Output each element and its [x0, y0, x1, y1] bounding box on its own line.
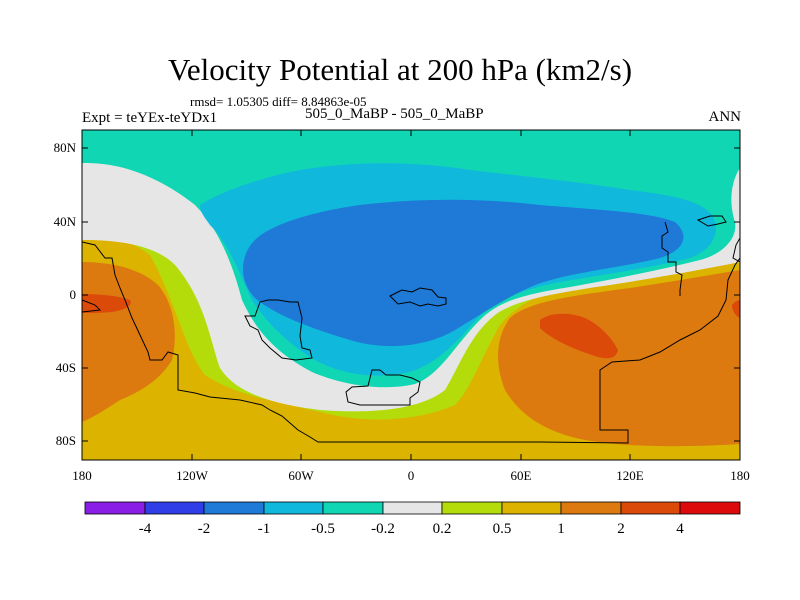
colorbar-box	[84, 501, 146, 515]
y-tick-label: 40S	[56, 360, 76, 375]
colorbar-label: 0.5	[493, 521, 512, 537]
y-tick-label: 40N	[54, 214, 77, 229]
x-tick-label: 120W	[176, 468, 209, 483]
coastline-west-edge	[82, 299, 102, 313]
x-tick-label: 60W	[288, 468, 314, 483]
contour-fill-red-west	[82, 294, 131, 313]
case-label: 505_0_MaBP - 505_0_MaBP	[305, 106, 484, 122]
coastline-japan	[696, 215, 727, 227]
experiment-label: Expt = teYEx-teYDx1	[82, 110, 218, 126]
x-tick-label: 180	[730, 468, 750, 483]
colorbar-label: -4	[139, 521, 152, 537]
colorbar-label: 0.2	[433, 521, 452, 537]
x-axis: 180 120W 60W 0 60E 120E 180	[72, 130, 750, 483]
colorbar-box	[144, 501, 205, 515]
x-tick-label: 120E	[616, 468, 644, 483]
x-tick-label: 0	[408, 468, 415, 483]
rmsd-diff-stats: rmsd= 1.05305 diff= 8.84863e-05	[190, 94, 367, 109]
contour-fill-dark-blue	[242, 199, 684, 347]
colorbar-box	[263, 501, 324, 515]
coastline-arabia	[389, 287, 447, 307]
coastline-east-edge	[732, 237, 740, 263]
coastlines	[82, 215, 740, 444]
coastline-south-america	[82, 241, 740, 444]
colorbar-box	[501, 501, 562, 515]
x-tick-label: 180	[72, 468, 92, 483]
colorbar-box	[322, 501, 384, 515]
plot-title: Velocity Potential at 200 hPa (km2/s)	[167, 52, 633, 87]
colorbar-label: 2	[617, 521, 625, 537]
coastline-east-asia	[661, 221, 683, 296]
colorbar-label: -2	[198, 521, 211, 537]
colorbar-box	[679, 501, 741, 515]
colorbar-box	[382, 501, 443, 515]
colorbar-label: 1	[557, 521, 565, 537]
colorbar-box	[203, 501, 265, 515]
colorbar-label: 4	[676, 521, 684, 537]
colorbar-box	[441, 501, 503, 515]
season-label: ANN	[708, 109, 742, 125]
colorbar-label: -0.5	[311, 521, 335, 537]
colorbar: -4 -2 -1 -0.5 -0.2 0.2 0.5 1 2 4	[84, 501, 741, 537]
colorbar-box	[620, 501, 681, 515]
contour-fill-red-east	[540, 313, 618, 359]
y-tick-label: 80N	[54, 140, 77, 155]
colorbar-label: -1	[258, 521, 271, 537]
contour-field	[82, 130, 740, 460]
colorbar-label: -0.2	[371, 521, 395, 537]
coastline-central-america	[244, 299, 313, 361]
colorbar-box	[560, 501, 622, 515]
contour-fill-red-east-edge	[732, 300, 740, 318]
y-axis: 80N 40N 0 40S 80S	[54, 140, 740, 448]
y-tick-label: 0	[70, 287, 77, 302]
y-tick-label: 80S	[56, 433, 76, 448]
x-tick-label: 60E	[511, 468, 532, 483]
coastline-africa-south	[345, 369, 421, 406]
